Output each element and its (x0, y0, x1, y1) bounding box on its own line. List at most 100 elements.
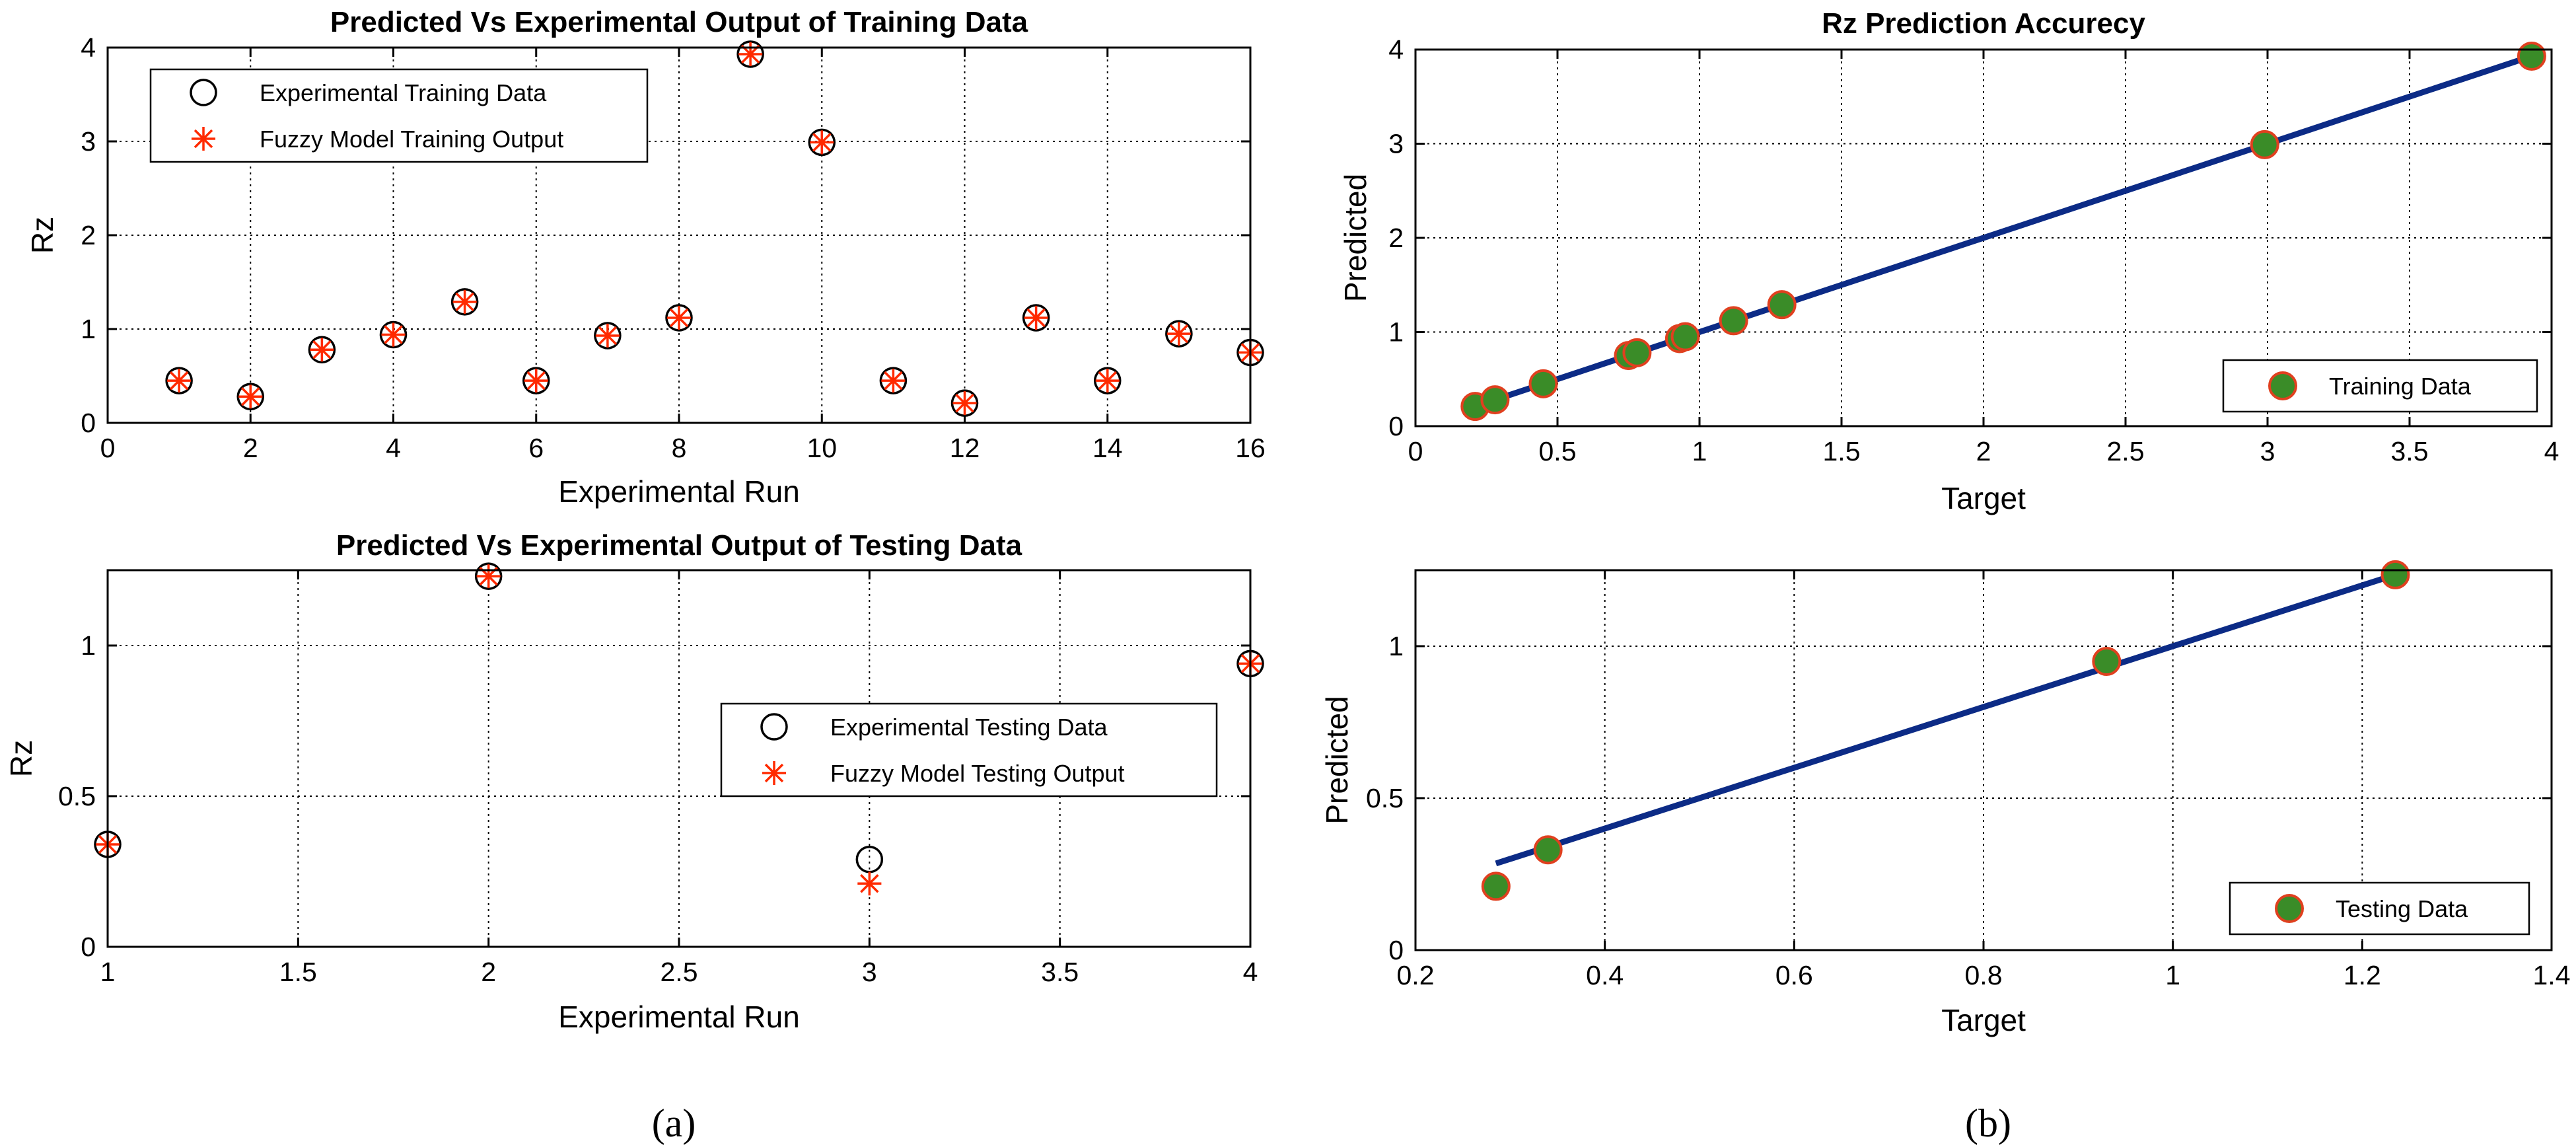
data-point (474, 562, 503, 590)
x-tick-label: 3.5 (1041, 957, 1079, 987)
y-axis-label: Rz (25, 217, 59, 254)
asterisk-marker (167, 369, 192, 393)
series-testing-data (1481, 560, 2410, 901)
axes-frame (1414, 569, 2553, 951)
x-tick-label: 4 (1243, 957, 1258, 987)
x-tick-label: 16 (1235, 433, 1266, 463)
x-tick-label: 0.6 (1775, 960, 1813, 990)
y-tick-label: 0 (1388, 411, 1404, 441)
y-tick-label: 0 (1388, 935, 1404, 965)
axes-frame (1414, 48, 2553, 427)
x-tick-label: 1 (2165, 960, 2180, 990)
data-point (1622, 338, 1652, 367)
x-tick-label: 0 (1408, 436, 1423, 466)
y-tick-label: 1 (1388, 317, 1404, 348)
x-tick-label: 2.5 (661, 957, 698, 987)
asterisk-marker (1095, 369, 1120, 393)
y-axis-label: Predicted (1320, 696, 1354, 824)
y-tick-label: 1 (81, 630, 96, 661)
series-fuzzy-model-training-output (167, 42, 1263, 416)
x-tick-label: 3 (862, 957, 877, 987)
data-point (2092, 647, 2122, 676)
x-tick-label: 6 (528, 433, 544, 463)
chart-title: Rz Prediction Accurecy (1822, 7, 2145, 40)
caption-a: (a) (652, 1101, 696, 1145)
y-tick-label: 2 (81, 220, 96, 250)
x-axis-label: Experimental Run (558, 474, 800, 509)
data-point (236, 383, 264, 410)
asterisk-marker (952, 391, 977, 416)
y-tick-label: 1 (1388, 631, 1404, 661)
legend-asterisk-marker (762, 760, 787, 786)
asterisk-marker (476, 564, 501, 589)
y-tick-label: 0 (81, 932, 96, 962)
legend-label: Experimental Training Data (260, 79, 547, 106)
x-axis-label: Target (1941, 481, 2026, 515)
y-tick-label: 3 (81, 126, 96, 157)
data-point (665, 304, 693, 332)
data-point (1165, 320, 1193, 348)
y-tick-label: 2 (1388, 223, 1404, 253)
data-point (594, 322, 622, 350)
x-tick-label: 1.5 (279, 957, 317, 987)
x-tick-label: 2 (481, 957, 496, 987)
data-point (165, 367, 193, 394)
x-tick-label: 12 (950, 433, 980, 463)
x-tick-label: 1.2 (2343, 960, 2381, 990)
x-axis-label: Target (1941, 1003, 2026, 1037)
x-tick-label: 0.5 (1539, 436, 1577, 466)
series-experimental-training-data (165, 40, 1264, 417)
legend-label: Training Data (2329, 373, 2472, 400)
x-tick-label: 1.5 (1823, 436, 1861, 466)
data-point (1022, 304, 1050, 332)
x-tick-label: 4 (386, 433, 401, 463)
x-tick-label: 2 (243, 433, 258, 463)
x-axis-label: Experimental Run (558, 1000, 800, 1034)
x-tick-label: 3.5 (2391, 436, 2429, 466)
data-point (1719, 306, 1748, 336)
asterisk-marker (738, 42, 763, 66)
asterisk-marker (381, 322, 406, 347)
legend: Experimental Training Data Fuzzy Model Tr… (149, 68, 649, 163)
asterisk-marker (310, 338, 334, 362)
chart-title: Predicted Vs Experimental Output of Test… (336, 529, 1022, 562)
legend: Testing Data (2229, 881, 2530, 936)
x-tick-label: 0.2 (1397, 960, 1435, 990)
axes-frame (106, 569, 1252, 948)
asterisk-marker (1166, 322, 1191, 346)
legend-box (149, 68, 649, 163)
data-point (2380, 560, 2410, 589)
data-point (522, 367, 550, 394)
data-point (2250, 130, 2279, 159)
chart-b_bottom: 0.2 0.4 0.6 0.8 1 1.2 1.4 0 0.5 1 Target Predicted T… (1320, 560, 2571, 1037)
x-tick-label: 1 (100, 957, 116, 987)
x-tick-label: 8 (672, 433, 687, 463)
legend-marker (2268, 371, 2297, 400)
y-tick-label: 0.5 (1366, 783, 1404, 813)
x-tick-label: 1 (1692, 436, 1707, 466)
x-tick-label: 0 (100, 433, 116, 463)
y-axis-label: Predicted (1338, 174, 1373, 302)
x-tick-label: 1.4 (2533, 960, 2571, 990)
asterisk-marker (881, 369, 906, 393)
legend-label: Fuzzy Model Testing Output (830, 760, 1125, 787)
data-point (1480, 385, 1510, 415)
y-tick-label: 3 (1388, 129, 1404, 159)
asterisk-marker (857, 871, 882, 896)
data-point (1481, 871, 1511, 901)
x-tick-label: 10 (806, 433, 837, 463)
x-tick-label: 2.5 (2107, 436, 2145, 466)
x-tick-label: 4 (2544, 436, 2559, 466)
data-point (450, 288, 479, 316)
x-tick-label: 0.4 (1586, 960, 1624, 990)
x-tick-label: 0.8 (1965, 960, 2003, 990)
data-point (1767, 290, 1797, 320)
legend: Experimental Testing Data Fuzzy Model Tes… (720, 702, 1218, 797)
legend-label: Fuzzy Model Training Output (260, 126, 563, 153)
asterisk-marker (810, 130, 834, 155)
data-point (1528, 369, 1558, 398)
legend-label: Testing Data (2336, 895, 2468, 922)
fit-line (1495, 572, 2396, 867)
